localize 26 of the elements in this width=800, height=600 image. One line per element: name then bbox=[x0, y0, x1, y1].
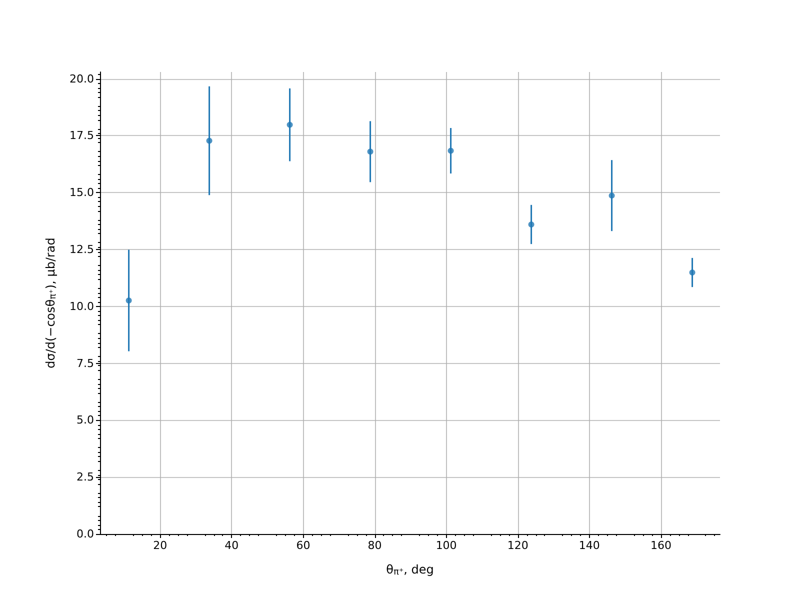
x-tick-label: 140 bbox=[578, 539, 600, 552]
y-tick-label: 0.0 bbox=[76, 528, 94, 540]
point bbox=[528, 221, 534, 228]
point bbox=[126, 298, 132, 304]
y-tick-label: 2.5 bbox=[76, 470, 94, 484]
point bbox=[206, 138, 212, 144]
x-tick-label: 60 bbox=[296, 539, 310, 552]
x-tick-label: 80 bbox=[368, 539, 382, 552]
y-tick-label: 7.5 bbox=[76, 356, 94, 370]
x-tick-label: 120 bbox=[507, 539, 528, 552]
y-axis-title: dσ/d(−cosθπ⁺), μb/rad bbox=[44, 238, 58, 368]
x-tick-label: 20 bbox=[153, 539, 168, 552]
y-tick-label: 12.5 bbox=[70, 243, 94, 256]
x-tick-label: 40 bbox=[224, 539, 239, 552]
y-tick-label: 5.0 bbox=[76, 414, 94, 427]
point bbox=[448, 148, 454, 154]
x-tick-label: 100 bbox=[436, 539, 457, 552]
y-tick-label: 10.0 bbox=[70, 300, 94, 313]
y-tick-label: 17.5 bbox=[70, 129, 94, 142]
point bbox=[608, 192, 615, 199]
point bbox=[367, 148, 374, 155]
point bbox=[286, 122, 293, 128]
y-tick-label: 20.0 bbox=[70, 72, 94, 86]
point bbox=[689, 270, 696, 276]
y-tick-label: 15.0 bbox=[70, 186, 94, 200]
x-tick-label: 160 bbox=[650, 539, 672, 552]
